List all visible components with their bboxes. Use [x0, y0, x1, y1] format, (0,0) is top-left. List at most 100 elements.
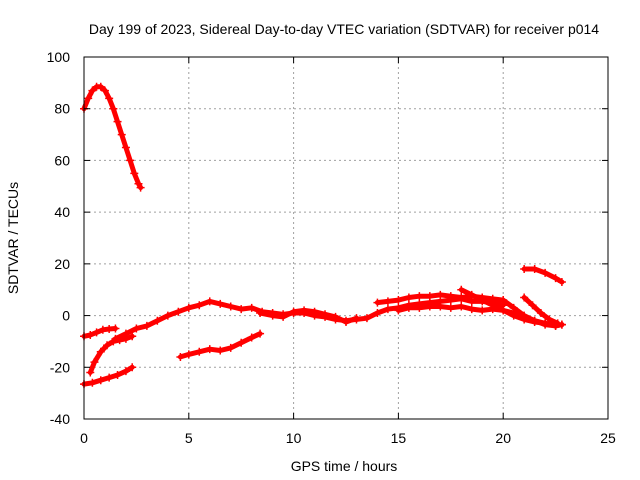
data-point — [136, 183, 145, 192]
data-point — [237, 305, 246, 314]
series-arc-late-3 — [457, 285, 560, 329]
data-point — [121, 367, 130, 376]
data-point — [509, 311, 518, 320]
data-point — [237, 338, 246, 347]
data-point — [195, 301, 204, 310]
data-point — [96, 82, 105, 91]
y-tick-label: -20 — [50, 359, 70, 375]
data-point — [425, 292, 434, 301]
series-arc-late-4 — [520, 293, 562, 328]
series-arc-mid — [176, 329, 265, 361]
data-point — [520, 315, 529, 324]
data-point — [478, 306, 487, 315]
data-point — [352, 314, 361, 323]
series-layer — [80, 82, 566, 389]
data-point — [86, 368, 95, 377]
data-point — [90, 358, 99, 367]
x-tick-label: 15 — [391, 430, 407, 446]
data-point — [216, 299, 225, 308]
data-point — [142, 321, 151, 330]
data-point — [256, 308, 265, 317]
data-point — [321, 310, 330, 319]
data-point — [415, 303, 424, 312]
data-point — [184, 303, 193, 312]
data-point — [467, 305, 476, 314]
data-point — [268, 311, 277, 320]
data-point — [128, 332, 137, 341]
data-point — [176, 352, 185, 361]
data-point — [205, 345, 214, 354]
data-point — [520, 265, 529, 274]
data-point — [478, 296, 487, 305]
data-point — [247, 303, 256, 312]
data-point — [545, 315, 554, 324]
data-point — [130, 169, 139, 178]
data-point — [184, 350, 193, 359]
data-point — [415, 292, 424, 301]
data-point — [373, 298, 382, 307]
data-point — [205, 297, 214, 306]
data-point — [553, 319, 562, 328]
chart-title: Day 199 of 2023, Sidereal Day-to-day VTE… — [89, 21, 599, 37]
data-point — [404, 293, 413, 302]
y-tick-label: 40 — [54, 204, 70, 220]
data-point — [113, 117, 122, 126]
plot-frame — [83, 56, 609, 420]
data-point — [174, 307, 183, 316]
data-point — [153, 316, 162, 325]
data-point — [111, 334, 120, 343]
data-point — [128, 363, 137, 372]
y-tick-label: 100 — [47, 49, 71, 65]
data-point — [256, 329, 265, 338]
y-axis-title: SDTVAR / TECUs — [5, 182, 21, 294]
data-point — [216, 346, 225, 355]
data-point — [383, 305, 392, 314]
data-point — [541, 319, 550, 328]
data-point — [530, 318, 539, 327]
data-point — [96, 376, 105, 385]
data-point — [394, 306, 403, 315]
data-point — [551, 274, 560, 283]
data-point — [105, 373, 114, 382]
data-point — [362, 314, 371, 323]
data-point — [84, 94, 93, 103]
data-point — [541, 268, 550, 277]
data-point — [342, 318, 350, 327]
data-point — [88, 86, 97, 95]
series-line — [458, 287, 559, 328]
y-tick-label: 0 — [62, 308, 70, 324]
x-tick-label: 10 — [286, 430, 302, 446]
data-point — [105, 94, 114, 103]
axis-ticks: 0 5 10 15 20 25 -40 -20 0 20 40 60 80 100 — [47, 49, 616, 446]
data-point — [488, 301, 497, 310]
data-point — [279, 312, 288, 321]
data-point — [528, 301, 537, 310]
data-point — [457, 302, 466, 311]
data-point — [425, 302, 434, 311]
data-point — [310, 307, 319, 316]
data-point — [446, 303, 455, 312]
x-tick-label: 0 — [80, 430, 88, 446]
series-arc-high — [80, 82, 145, 192]
x-tick-label: 5 — [185, 430, 193, 446]
data-point — [499, 296, 508, 305]
data-point — [457, 285, 466, 294]
y-tick-label: 20 — [54, 256, 70, 272]
data-point — [126, 156, 135, 165]
x-tick-label: 20 — [495, 430, 511, 446]
data-point — [289, 307, 298, 316]
data-point — [88, 378, 97, 387]
data-point — [195, 347, 204, 356]
data-point — [300, 306, 309, 315]
data-point — [394, 296, 403, 305]
x-tick-label: 25 — [600, 430, 616, 446]
data-point — [467, 290, 476, 299]
data-point — [499, 306, 508, 315]
data-point — [536, 308, 545, 317]
data-point — [121, 143, 130, 152]
data-point — [121, 329, 130, 338]
series-line — [257, 307, 359, 325]
data-point — [100, 86, 109, 95]
data-point — [404, 303, 413, 312]
